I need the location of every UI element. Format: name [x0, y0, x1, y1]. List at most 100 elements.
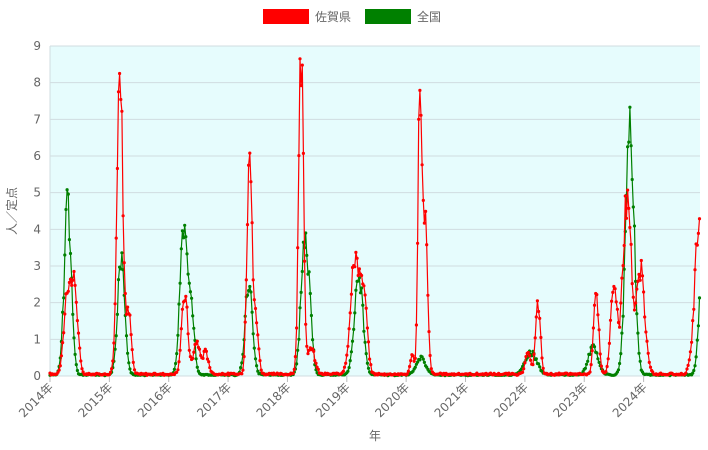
data-point-saga	[347, 327, 351, 331]
data-point-national	[638, 359, 642, 363]
data-point-national	[190, 296, 194, 300]
data-point-saga	[132, 368, 137, 372]
data-point-saga	[595, 293, 599, 297]
data-point-national	[249, 290, 253, 294]
data-point-national	[621, 314, 625, 318]
data-point-national	[191, 314, 195, 318]
data-point-saga	[639, 258, 643, 263]
data-point-saga	[623, 194, 627, 198]
data-point-saga	[349, 292, 353, 296]
data-point-national	[356, 279, 360, 283]
data-point-saga	[615, 307, 620, 311]
data-point-saga	[624, 216, 629, 220]
data-point-saga	[70, 283, 74, 287]
legend-label-saga: 佐賀県	[315, 10, 351, 24]
data-point-saga	[628, 225, 632, 230]
data-point-national	[305, 253, 309, 257]
data-point-saga	[648, 365, 653, 369]
data-point-saga	[111, 359, 115, 363]
data-point-saga	[301, 151, 305, 155]
data-point-saga	[253, 306, 258, 311]
data-point-saga	[293, 355, 297, 359]
data-point-saga	[71, 278, 75, 282]
data-point-saga	[257, 347, 261, 351]
data-point-saga	[298, 57, 302, 61]
data-point-saga	[59, 354, 64, 358]
data-point-saga	[355, 256, 359, 260]
data-point-national	[363, 340, 367, 344]
data-point-national	[349, 350, 353, 354]
data-point-saga	[180, 307, 184, 311]
data-point-saga	[695, 243, 699, 247]
data-point-saga	[647, 360, 651, 364]
data-point-national	[174, 361, 178, 366]
x-tick-label: 2020年	[372, 380, 412, 420]
data-point-saga	[637, 272, 641, 276]
x-tick-label: 2023年	[550, 380, 590, 420]
data-point-saga	[131, 360, 135, 364]
data-point-saga	[67, 280, 71, 285]
data-point-saga	[645, 339, 649, 343]
y-tick-label: 9	[33, 39, 41, 53]
data-point-national	[247, 289, 251, 293]
data-point-saga	[360, 273, 364, 278]
data-point-saga	[618, 325, 622, 329]
data-point-saga	[207, 360, 211, 364]
data-point-national	[631, 205, 635, 209]
data-point-national	[299, 290, 303, 294]
data-point-national	[240, 361, 244, 365]
plot-area	[50, 46, 700, 376]
data-point-saga	[192, 350, 196, 354]
data-point-saga	[619, 301, 623, 305]
data-point-national	[67, 238, 71, 242]
data-point-national	[350, 339, 355, 343]
data-point-saga	[422, 221, 426, 225]
data-point-saga	[524, 355, 528, 359]
data-point-saga	[640, 274, 645, 278]
data-point-saga	[688, 350, 693, 354]
data-point-saga	[66, 289, 70, 293]
data-point-saga	[204, 349, 208, 353]
data-point-national	[304, 231, 308, 235]
data-point-saga	[201, 356, 205, 360]
data-point-national	[620, 331, 624, 335]
data-point-saga	[122, 261, 126, 265]
data-point-national	[195, 365, 199, 369]
data-point-saga	[538, 316, 542, 320]
data-point-saga	[409, 359, 413, 363]
data-point-saga	[412, 359, 416, 363]
y-tick-label: 5	[33, 186, 41, 200]
data-point-saga	[589, 363, 593, 367]
data-point-national	[584, 362, 589, 366]
data-point-saga	[686, 363, 690, 367]
data-point-saga	[357, 267, 361, 271]
data-point-national	[307, 270, 311, 274]
data-point-saga	[629, 242, 633, 246]
data-point-saga	[621, 264, 625, 268]
data-point-saga	[354, 250, 358, 254]
data-point-national	[184, 235, 188, 239]
data-point-saga	[634, 301, 638, 305]
data-point-saga	[110, 367, 114, 371]
data-point-saga	[526, 350, 530, 355]
data-point-national	[360, 286, 364, 290]
data-point-saga	[176, 368, 180, 372]
data-point-saga	[607, 341, 612, 345]
data-point-saga	[428, 353, 432, 358]
data-point-saga	[421, 198, 425, 202]
data-point-national	[616, 368, 621, 372]
data-point-national	[627, 140, 631, 144]
data-point-saga	[521, 370, 525, 374]
data-point-saga	[344, 361, 348, 365]
data-point-saga	[535, 299, 540, 303]
data-point-saga	[611, 290, 615, 294]
data-point-national	[175, 352, 179, 356]
data-point-saga	[537, 309, 541, 314]
data-point-saga	[622, 243, 626, 248]
data-point-national	[176, 333, 180, 337]
data-point-national	[692, 368, 696, 373]
data-point-national	[61, 310, 65, 314]
data-point-saga	[252, 298, 256, 302]
data-point-saga	[62, 331, 66, 335]
